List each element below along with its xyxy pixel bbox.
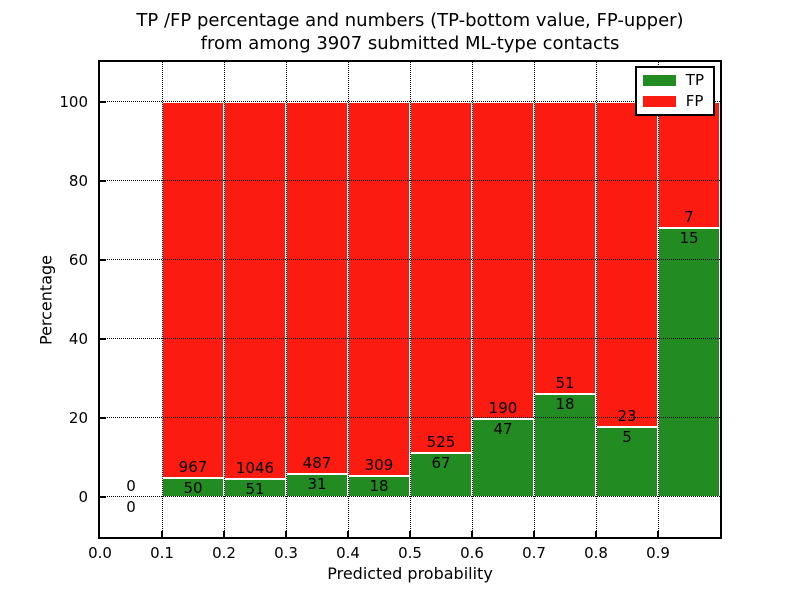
x-gridline [596,62,597,537]
tp-count-label: 5 [622,427,632,446]
fp-bar-segment [286,101,348,474]
tp-count-label: 67 [431,453,451,472]
x-tick [285,531,287,537]
y-tick [100,179,106,182]
y-tick [100,100,106,103]
tp-count-label: 51 [245,480,265,498]
x-gridline [472,62,473,537]
x-tick-label: 0.2 [212,544,236,562]
fp-count-label: 51 [555,374,575,393]
x-gridline [286,62,287,537]
fp-count-label: 7 [684,207,694,226]
fp-count-label: 309 [364,455,394,474]
x-tick [347,531,349,537]
x-tick-label: 0.3 [274,544,298,562]
x-tick-label: 0.1 [150,544,174,562]
fp-count-label: 487 [302,453,332,472]
chart-title: TP /FP percentage and numbers (TP-bottom… [98,9,722,55]
tp-count-label: 31 [307,474,327,493]
legend-entry-tp: TP [642,71,704,89]
tp-count-label: 0 [126,498,136,517]
x-tick-label: 0.7 [522,544,546,562]
legend-entry-fp: FP [642,92,704,110]
y-tick [100,496,106,499]
fp-legend-label: FP [685,92,704,110]
plot-area: TP FP 0 0 967 50 1046 51 487 31 309 18 525 67 190 47 5… [98,60,722,539]
y-tick-label: 0 [78,488,88,507]
x-gridline [410,62,411,537]
fp-bar-segment [410,101,472,453]
y-tick [100,338,106,341]
y-tick-label: 20 [68,409,88,428]
tp-legend-label: TP [685,71,704,89]
x-tick [533,531,535,537]
fp-count-label: 190 [488,398,518,417]
x-tick [161,531,163,537]
tp-legend-swatch [642,75,676,86]
legend: TP FP [634,66,715,116]
x-tick-label: 0.4 [336,544,360,562]
fp-count-label: 967 [178,457,208,476]
fp-bar-segment [534,101,596,395]
x-gridline [348,62,349,537]
fp-count-label: 525 [426,432,456,451]
fp-bar-segment [596,101,658,427]
x-gridline [162,62,163,537]
y-tick-label: 80 [68,171,88,190]
x-axis-label: Predicted probability [327,564,493,583]
tp-bar-segment [658,227,720,498]
chart-title-line2: from among 3907 submitted ML-type contac… [200,33,620,54]
fp-count-label: 1046 [235,459,275,478]
x-tick [409,531,411,537]
x-tick [223,531,225,537]
x-tick-label: 0.0 [88,544,112,562]
x-gridline [224,62,225,537]
tp-count-label: 50 [183,478,203,497]
fp-legend-swatch [642,96,676,107]
y-tick [100,258,106,261]
x-tick-label: 0.8 [584,544,608,562]
fp-count-label: 23 [617,406,637,425]
y-tick-label: 40 [68,330,88,349]
y-tick-label: 100 [59,92,88,111]
x-tick-label: 0.6 [460,544,484,562]
tp-count-label: 47 [493,419,513,438]
tp-count-label: 18 [555,395,575,414]
x-tick-label: 0.5 [398,544,422,562]
fp-bar-segment [472,101,534,419]
x-tick [471,531,473,537]
x-tick [595,531,597,537]
y-tick [100,417,106,420]
tp-count-label: 15 [679,228,699,247]
x-gridline [658,62,659,537]
x-tick [657,531,659,537]
fp-bar-segment [348,101,410,476]
chart-title-line1: TP /FP percentage and numbers (TP-bottom… [136,10,684,31]
fp-bar-segment [224,101,286,480]
fp-bar-segment [162,101,224,478]
x-gridline [534,62,535,537]
tp-count-label: 18 [369,476,389,495]
y-tick-label: 60 [68,250,88,269]
x-tick-label: 0.9 [646,544,670,562]
fp-count-label: 0 [126,477,136,496]
